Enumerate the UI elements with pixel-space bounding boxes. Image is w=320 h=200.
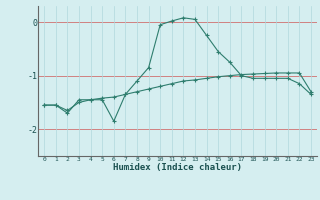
X-axis label: Humidex (Indice chaleur): Humidex (Indice chaleur) <box>113 163 242 172</box>
